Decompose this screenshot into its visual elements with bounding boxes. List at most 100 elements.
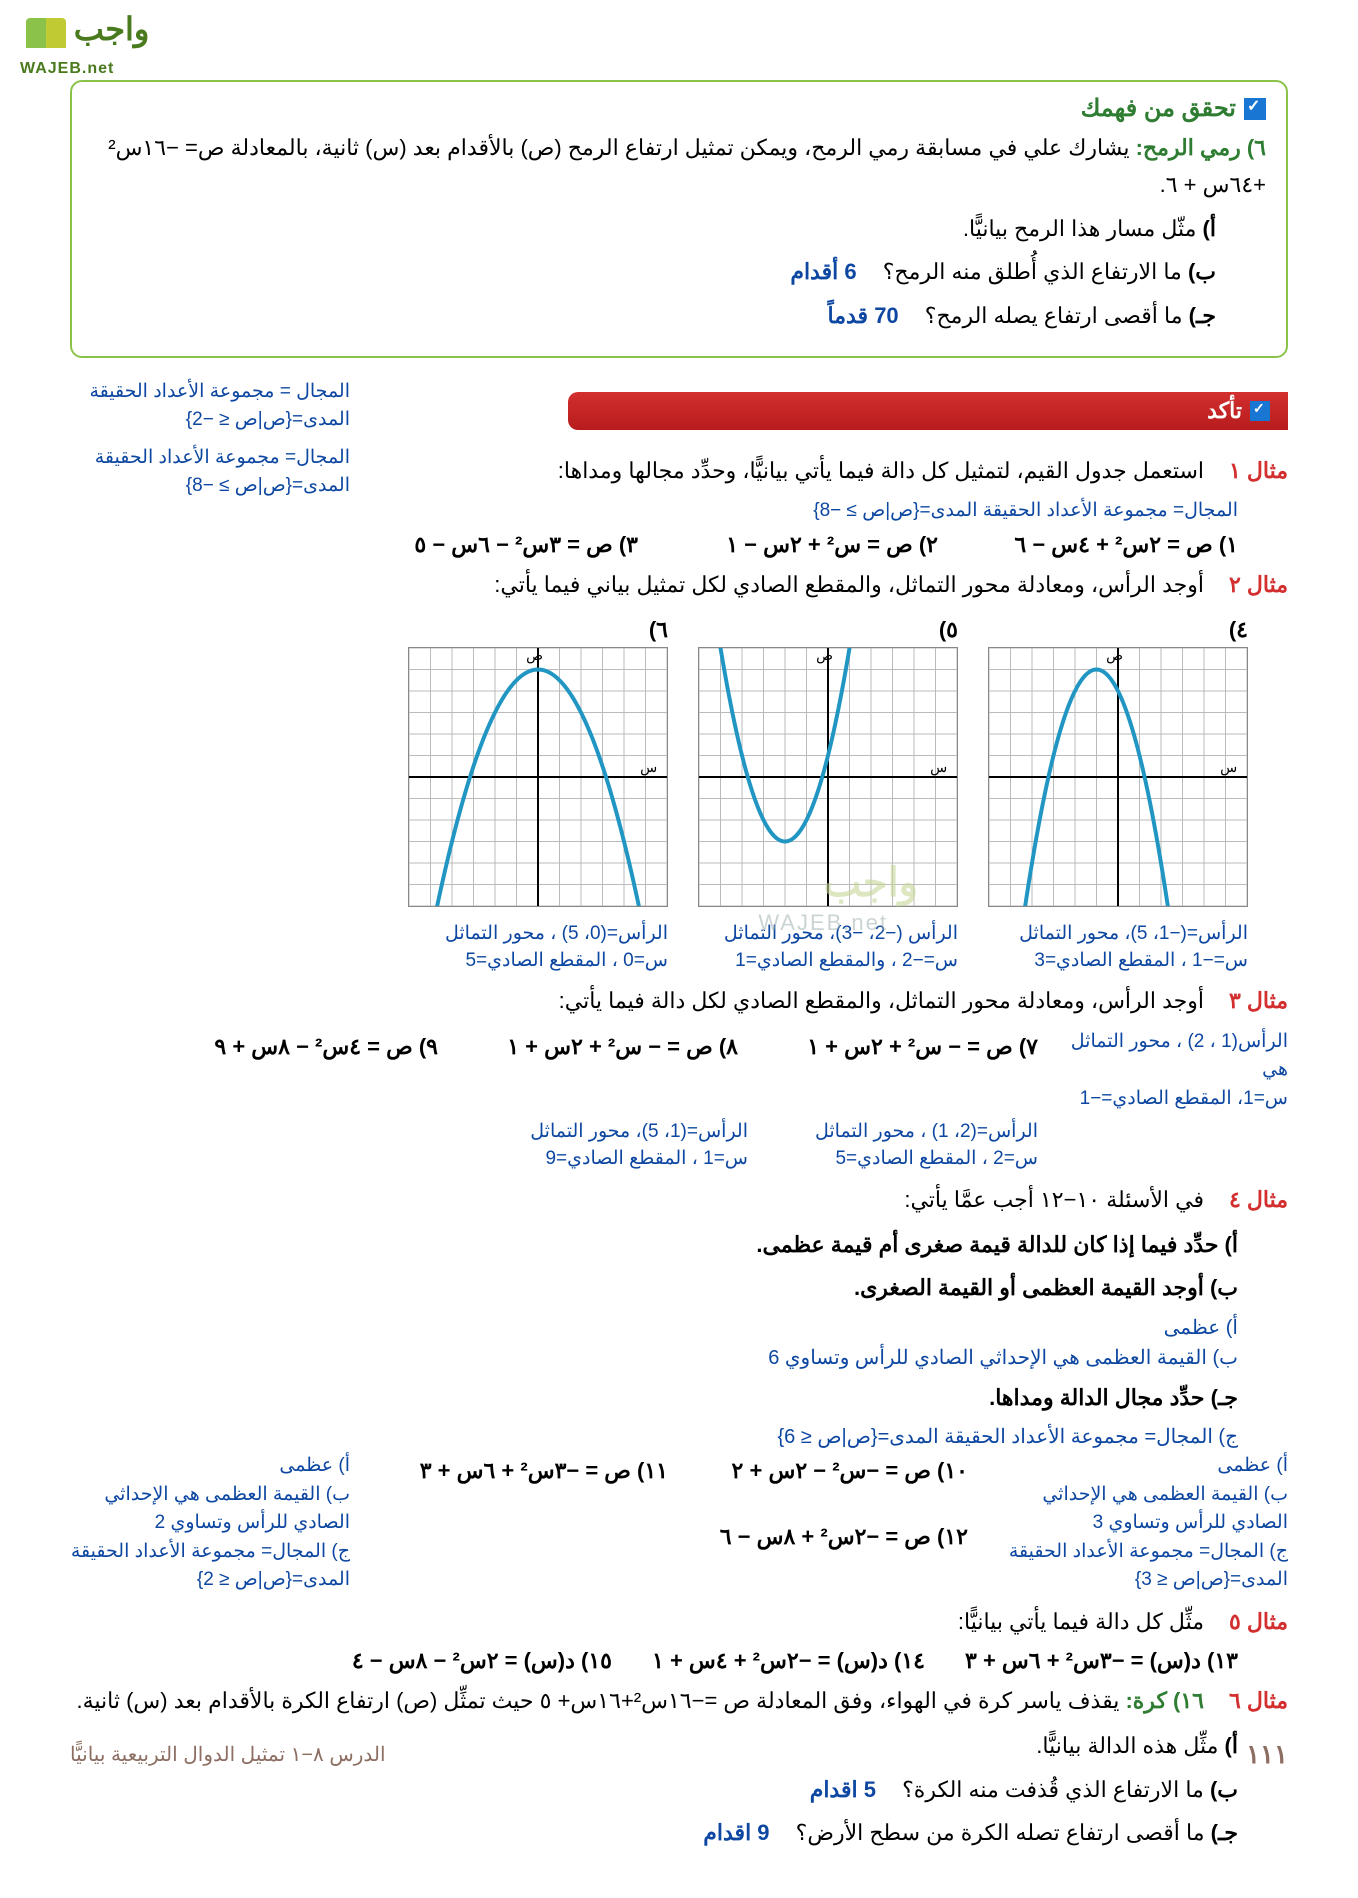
ex2-text: أوجد الرأس، ومعادلة محور التماثل، والمقط… <box>70 566 1204 603</box>
ex1-sr-l2: المدى={ص|ص ≥ −8} <box>813 500 977 521</box>
g5-num: ٥) <box>698 617 958 643</box>
graphs-row: ٤) س ص ٥) س ص <box>70 617 1248 913</box>
confirm-bar: تأكد <box>568 392 1288 430</box>
ex4-lc: ج) المجال= مجموعة الأعداد الحقيقة المدى=… <box>70 1538 350 1595</box>
q6-label: ٦) رمي الرمح: <box>1136 135 1266 160</box>
ex4-rc: ج) المجال= مجموعة الأعداد الحقيقة المدى=… <box>988 1538 1288 1595</box>
ex6c-ans: 9 اقدام <box>703 1820 769 1845</box>
ex6b-label: ب) <box>1210 1777 1238 1802</box>
q6c-answer: 70 قدماً <box>828 303 899 328</box>
graph-6: ٦) س ص <box>408 617 668 913</box>
ex1-text: استعمل جدول القيم، لتمثيل كل دالة فيما ي… <box>370 452 1204 489</box>
watermark-en: WAJEB.net <box>758 910 888 936</box>
ex5-label: مثال ٥ <box>1218 1603 1288 1640</box>
ex4-sub-c: ج) المجال= مجموعة الأعداد الحقيقة المدى=… <box>70 1422 1238 1452</box>
g5-xlbl: س <box>930 759 947 776</box>
q6a-text: مثّل مسار هذا الرمح بيانيًّا. <box>963 216 1197 241</box>
ex1-sl-l1: المجال= مجموعة الأعداد الحقيقة <box>70 444 350 473</box>
ex6b-ans: 5 اقدام <box>810 1777 876 1802</box>
ex6c-label: جـ) <box>1211 1820 1238 1845</box>
ex4-sub-b: ب) القيمة العظمى هي الإحداثي الصادي للرأ… <box>768 1347 1238 1369</box>
check-icon <box>1244 98 1266 120</box>
ex1-i1: ١) ص = ٢س² + ٤س − ٦ <box>978 532 1238 558</box>
q6c-label: جـ) <box>1189 303 1216 328</box>
ex4-label: مثال ٤ <box>1218 1181 1288 1218</box>
ex5-text: مثِّل كل دالة فيما يأتي بيانيًّا: <box>70 1603 1204 1640</box>
q6b-text: ما الارتفاع الذي أُطلق منه الرمح؟ <box>883 259 1182 284</box>
ex6-qlabel: ١٦) كرة: <box>1125 1688 1204 1713</box>
ex6-label: مثال ٦ <box>1218 1682 1288 1719</box>
ex1-sl-l2: المدى={ص|ص ≥ −8} <box>70 472 350 501</box>
ex6-text: يقذف ياسر كرة في الهواء، وفق المعادلة ص … <box>76 1688 1119 1713</box>
ex4-i10: ١٠) ص = −س² − ٢س + ٢ <box>708 1458 968 1484</box>
ex5-i13: ١٣) د(س) = −٣س² + ٦س + ٣ <box>965 1648 1238 1674</box>
logo-ar: واجب <box>74 11 150 47</box>
ex4-c: جـ) حدِّد مجال الدالة ومداها. <box>70 1379 1238 1416</box>
ex4-ra: أ) عظمى <box>988 1452 1288 1481</box>
g5-axis <box>699 648 957 906</box>
check-understanding-box: تحقق من فهمك ٦) رمي الرمح: يشارك علي في … <box>70 80 1288 358</box>
ex4-b: ب) أوجد القيمة العظمى أو القيمة الصغرى. <box>70 1269 1238 1306</box>
ex3-side-right: الرأس(1 ، 2) ، محور التماثل هي س=1، المق… <box>1058 1028 1288 1114</box>
ex4-left-notes: أ) عظمى ب) القيمة العظمى هي الإحداثي الص… <box>70 1452 350 1595</box>
q6c-text: ما أقصى ارتفاع يصله الرمح؟ <box>925 303 1183 328</box>
graph-4: ٤) س ص <box>988 617 1248 913</box>
q6b-label: ب) <box>1188 259 1216 284</box>
ex6b-text: ما الارتفاع الذي قُذفت منه الكرة؟ <box>902 1777 1204 1802</box>
ex6c-text: ما أقصى ارتفاع تصله الكرة من سطح الأرض؟ <box>796 1820 1205 1845</box>
ex4-i12: ١٢) ص = −٢س² + ٨س − ٦ <box>708 1524 968 1550</box>
ex3-i7: ٧) ص = − س² + ٢س + ١ <box>778 1034 1038 1060</box>
g4-ylbl: ص <box>1106 647 1123 664</box>
ex4-right-notes: أ) عظمى ب) القيمة العظمى هي الإحداثي الص… <box>988 1452 1288 1595</box>
side-top-l1: المجال = مجموعة الأعداد الحقيقة <box>70 378 350 407</box>
page-content: تحقق من فهمك ٦) رمي الرمح: يشارك علي في … <box>0 0 1358 1898</box>
ex1-i2: ٢) ص = س² + ٢س − ١ <box>678 532 938 558</box>
ex3-text: أوجد الرأس، ومعادلة محور التماثل، والمقط… <box>70 982 1204 1019</box>
ex3-sr-l1: الرأس(1 ، 2) ، محور التماثل هي <box>1058 1028 1288 1085</box>
ex3-sr-l2: س=1، المقطع الصادي=−1 <box>1058 1085 1288 1114</box>
ex4-a: أ) حدِّد فيما إذا كان للدالة قيمة صغرى أ… <box>70 1226 1238 1263</box>
caption-4: الرأس=(−1، 5)، محور التماثل س=−1 ، المقط… <box>988 921 1248 974</box>
footer: ١١١ الدرس ٨−١ تمثيل الدوال التربيعية بيا… <box>70 1739 1288 1770</box>
g6-svg: س ص <box>408 647 668 907</box>
g4-num: ٤) <box>988 617 1248 643</box>
graph-5: ٥) س ص <box>698 617 958 913</box>
ex5-i14: ١٤) د(س) = −٢س² + ٤س + ١ <box>652 1648 925 1674</box>
ex1-sr-l1: المجال= مجموعة الأعداد الحقيقة <box>983 500 1238 521</box>
ex3-ans-left: الرأس=(1، 5)، محور التماثل س=1 ، المقطع … <box>488 1119 748 1172</box>
logo-en: WAJEB.net <box>20 60 114 77</box>
ex1-label: مثال ١ <box>1218 452 1288 489</box>
ex1-side-left: المجال= مجموعة الأعداد الحقيقة المدى={ص|… <box>70 444 350 501</box>
ex3-label: مثال ٣ <box>1218 982 1288 1019</box>
ex4-rb: ب) القيمة العظمى هي الإحداثي الصادي للرأ… <box>988 1481 1288 1538</box>
side-top-l2: المدى={ص|ص ≤ −2} <box>70 406 350 435</box>
g4-xlbl: س <box>1220 759 1237 776</box>
book-icon <box>26 18 66 48</box>
ex3-ans-mid: الرأس=(2، 1) ، محور التماثل س=2 ، المقطع… <box>778 1119 1038 1172</box>
ex3-i9: ٩) ص = ٤س² − ٨س + ٩ <box>178 1034 438 1060</box>
confirm-text: تأكد <box>1207 398 1242 424</box>
q6b-answer: 6 أقدام <box>790 259 856 284</box>
confirm-check-icon <box>1250 401 1270 421</box>
q6a-label: أ) <box>1203 216 1216 241</box>
logo: واجب WAJEB.net <box>20 10 149 80</box>
ex4-lb: ب) القيمة العظمى هي الإحداثي الصادي للرأ… <box>70 1481 350 1538</box>
g4-svg: س ص <box>988 647 1248 907</box>
ex4-sub-a: أ) عظمى <box>1164 1317 1238 1339</box>
g4-axis <box>989 648 1247 906</box>
ex2-label: مثال ٢ <box>1218 566 1288 603</box>
check-title-text: تحقق من فهمك <box>1081 94 1236 123</box>
side-note-top: المجال = مجموعة الأعداد الحقيقة المدى={ص… <box>70 378 350 435</box>
g5-ylbl: ص <box>816 647 833 664</box>
ex1-i3: ٣) ص = ٣س² − ٦س − ٥ <box>378 532 638 558</box>
page-number: ١١١ <box>1246 1739 1288 1770</box>
g6-ylbl: ص <box>526 647 543 664</box>
ex4-la: أ) عظمى <box>70 1452 350 1481</box>
q6-text: يشارك علي في مسابقة رمي الرمح، ويمكن تمث… <box>108 135 1266 197</box>
lesson-title: الدرس ٨−١ تمثيل الدوال التربيعية بيانيًّ… <box>70 1742 386 1767</box>
g5-svg: س ص <box>698 647 958 907</box>
ex4-text: في الأسئلة ١٠−١٢ أجب عمَّا يأتي: <box>70 1181 1204 1218</box>
g6-num: ٦) <box>408 617 668 643</box>
check-title: تحقق من فهمك <box>92 94 1266 123</box>
g6-xlbl: س <box>640 759 657 776</box>
